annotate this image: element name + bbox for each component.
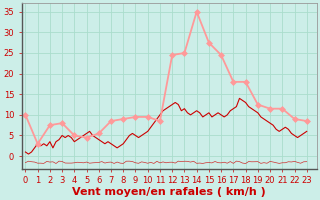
X-axis label: Vent moyen/en rafales ( km/h ): Vent moyen/en rafales ( km/h ) — [72, 187, 266, 197]
